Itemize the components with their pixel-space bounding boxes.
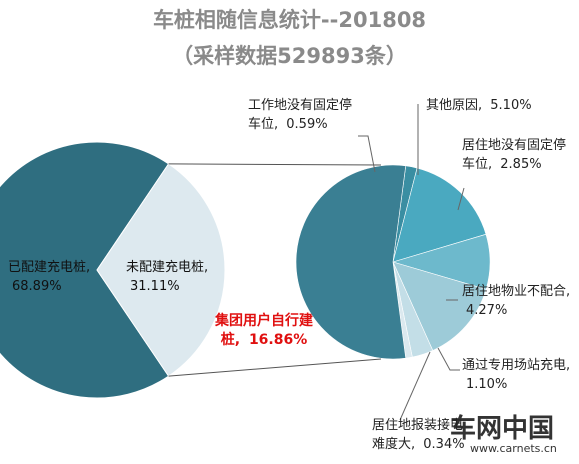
slice-label: 居住地没有固定停车位, 2.85% — [462, 136, 574, 174]
slice-label: 居住地报装接电难度大, 0.34% — [372, 416, 472, 454]
category-label: 工作地没有固定停车位, — [248, 98, 353, 132]
category-label: 已配建充电桩, — [8, 260, 91, 275]
slice-label: 居住地物业不配合, 4.27% — [462, 282, 574, 320]
category-label: 通过专用场站充电, — [462, 358, 571, 373]
pie-slice — [295, 164, 407, 360]
category-label: 居住地报装接电难度大, — [372, 418, 464, 452]
value-label: 5.10% — [490, 98, 532, 113]
value-label: 31.11% — [130, 279, 180, 294]
slice-label: 未配建充电桩, 31.11% — [126, 258, 236, 296]
slice-label: 集团用户自行建桩, 16.86% — [208, 312, 320, 350]
connector-line — [168, 358, 382, 377]
pie-slice — [96, 163, 226, 377]
leader-lines — [358, 104, 465, 421]
pie-slice — [392, 167, 487, 263]
slice-label: 工作地没有固定停车位, 0.59% — [248, 96, 360, 134]
pie-slice — [392, 261, 487, 351]
value-label: 2.85% — [500, 157, 542, 172]
value-label: 0.34% — [423, 437, 465, 452]
value-label: 68.89% — [12, 279, 62, 294]
pies — [0, 141, 491, 399]
value-label: 1.10% — [466, 377, 508, 392]
category-label: 集团用户自行建桩, — [215, 313, 313, 348]
value-label: 16.86% — [248, 332, 308, 348]
category-label: 其他原因, — [426, 98, 483, 113]
category-label: 居住地物业不配合, — [462, 284, 571, 299]
slice-label: 其他原因, 5.10% — [426, 96, 556, 115]
leader-line — [399, 351, 431, 421]
watermark-brand: 车网中国 — [450, 414, 555, 444]
leader-line — [358, 135, 376, 173]
category-label: 居住地没有固定停车位, — [462, 138, 567, 172]
connector-line — [168, 163, 382, 166]
chart-title: 车桩相随信息统计--201808 — [152, 8, 427, 32]
leader-line — [457, 187, 465, 211]
slice-label: 已配建充电桩, 68.89% — [8, 258, 118, 296]
leader-line — [437, 347, 460, 371]
chart-subtitle: （采样数据529893条） — [172, 44, 407, 68]
value-label: 0.59% — [286, 117, 328, 132]
slice-label: 通过专用场站充电, 1.10% — [462, 356, 574, 394]
value-label: 4.27% — [466, 303, 508, 318]
watermark-url: www.carnets.cn — [470, 442, 557, 455]
pie-slice — [0, 141, 170, 399]
category-label: 未配建充电桩, — [126, 260, 209, 275]
